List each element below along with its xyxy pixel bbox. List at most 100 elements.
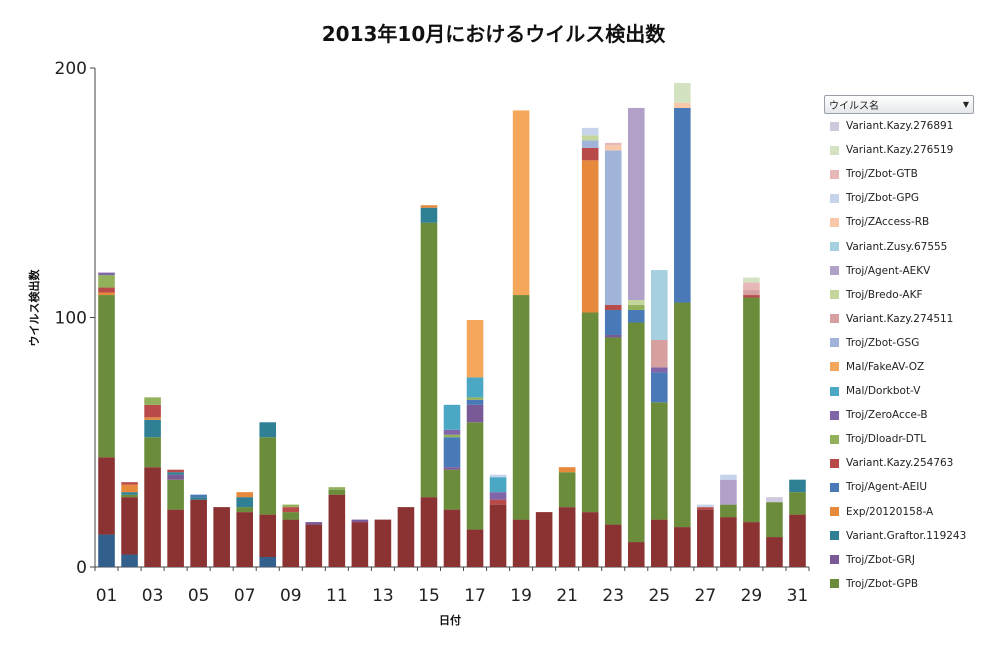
- y-tick-label: 0: [76, 558, 87, 578]
- bar-segment: [720, 517, 737, 567]
- bar-segment: [259, 437, 277, 515]
- bar-segment: [674, 82, 691, 103]
- bar-segment: [558, 472, 576, 508]
- legend-swatch: [830, 121, 839, 131]
- bar-segment: [466, 319, 484, 378]
- legend-item: Variant.Graftor.119243: [824, 524, 974, 548]
- legend-item: Troj/Zbot-GTB: [824, 162, 974, 186]
- bar-segment: [121, 484, 138, 493]
- x-tick-label: 23: [602, 586, 624, 606]
- bar-segment: [581, 147, 599, 161]
- bar-segment: [98, 292, 115, 296]
- x-tick-label: 15: [418, 586, 440, 606]
- x-tick-label: 05: [188, 586, 210, 606]
- legend-item: Variant.Kazy.276891: [824, 114, 974, 138]
- bar-segment: [167, 479, 184, 510]
- bar-segment: [789, 492, 806, 515]
- bar-segment: [190, 499, 207, 567]
- bar-segment: [443, 404, 461, 430]
- legend-swatch: [830, 507, 839, 517]
- bar-segment: [144, 437, 161, 468]
- y-tick-label: 100: [55, 309, 87, 329]
- bar-segment: [213, 507, 230, 567]
- bar-segment: [789, 479, 806, 493]
- bar-segment: [443, 429, 461, 435]
- legend-swatch: [830, 482, 839, 492]
- chevron-down-icon: ▼: [962, 100, 969, 109]
- bar-segment: [259, 422, 277, 438]
- x-tick-label: 03: [142, 586, 164, 606]
- legend-swatch: [830, 410, 839, 420]
- bar-segment: [466, 529, 484, 567]
- bar-segment: [374, 519, 392, 567]
- bar-segment: [720, 479, 737, 505]
- legend-label: Troj/Bredo-AKF: [846, 288, 923, 301]
- bar-segment: [604, 305, 622, 311]
- legend-item: Troj/ZeroAcce-B: [824, 403, 974, 427]
- x-tick-label: 09: [280, 586, 302, 606]
- bar-segment: [282, 519, 300, 567]
- bar-segment: [604, 145, 622, 151]
- legend-label: Variant.Graftor.119243: [846, 529, 967, 542]
- legend-label: Variant.Kazy.254763: [846, 457, 954, 470]
- bar-segment: [720, 504, 737, 518]
- bar-segment: [627, 107, 645, 301]
- bar-segment: [351, 519, 369, 523]
- bar-segment: [328, 494, 346, 567]
- bar-segment: [167, 472, 184, 475]
- legend-swatch: [830, 386, 839, 396]
- legend-filter-dropdown[interactable]: ウイルス名 ▼: [824, 95, 974, 114]
- legend-swatch: [830, 555, 839, 565]
- bar-segment: [466, 397, 484, 400]
- bar-segment: [743, 297, 760, 523]
- bar-segment: [282, 504, 300, 508]
- legend-item: Troj/Dloadr-DTL: [824, 427, 974, 451]
- bar-segment: [697, 507, 714, 510]
- bar-segment: [397, 507, 415, 567]
- bar-segment: [190, 494, 207, 498]
- bar-segment: [604, 337, 622, 525]
- legend-swatch: [830, 266, 839, 276]
- bar-segment: [489, 492, 507, 500]
- chart-title: 2013年10月におけるウイルス検出数: [321, 22, 666, 46]
- bar-segment: [650, 339, 668, 368]
- bar-segment: [236, 507, 254, 513]
- bar-segment: [743, 290, 760, 296]
- bar-segment: [98, 295, 115, 458]
- bar-segment: [282, 507, 300, 513]
- bar-segment: [627, 322, 645, 543]
- bar-segment: [650, 270, 668, 340]
- legend-swatch: [830, 314, 839, 324]
- bar-segment: [512, 519, 530, 567]
- legend-label: Mal/Dorkbot-V: [846, 385, 921, 398]
- bar-segment: [443, 437, 461, 468]
- y-tick-label: 200: [55, 59, 87, 79]
- legend-swatch: [830, 362, 839, 372]
- bar-segment: [581, 512, 599, 567]
- bar-segment: [466, 399, 484, 405]
- bar-segment: [328, 487, 346, 490]
- bar-segment: [351, 522, 369, 567]
- bar-segment: [443, 469, 461, 510]
- legend-swatch: [830, 434, 839, 444]
- legend-label: Troj/Agent-AEKV: [846, 264, 931, 277]
- legend-swatch: [830, 458, 839, 468]
- bar-segment: [743, 295, 760, 298]
- bar-segment: [604, 142, 622, 146]
- bar-segment: [144, 397, 161, 405]
- bar-segment: [674, 107, 691, 303]
- legend-item: Troj/Bredo-AKF: [824, 283, 974, 307]
- bar-segment: [604, 150, 622, 306]
- bar-segment: [766, 497, 783, 503]
- legend-item: Troj/Zbot-GSG: [824, 331, 974, 355]
- legend-item: Variant.Kazy.274511: [824, 307, 974, 331]
- legend-item: Troj/Zbot-GRJ: [824, 548, 974, 572]
- x-tick-label: 27: [695, 586, 717, 606]
- bar-segment: [121, 482, 138, 485]
- legend-item: Troj/Agent-AEKV: [824, 259, 974, 283]
- bar-segment: [604, 310, 622, 335]
- legend-swatch: [830, 145, 839, 155]
- bar-segment: [743, 277, 760, 283]
- legend-swatch: [830, 242, 839, 252]
